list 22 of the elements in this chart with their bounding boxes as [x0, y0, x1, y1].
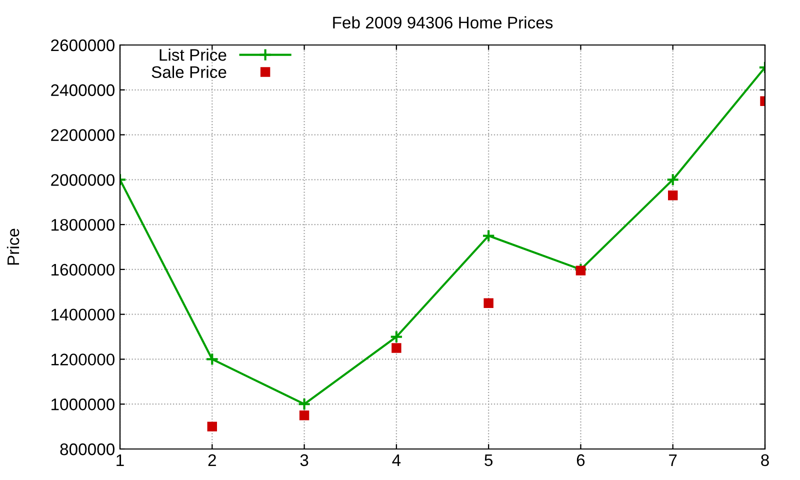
y-tick-label: 1000000	[52, 398, 114, 410]
x-tick-label: 4	[392, 454, 401, 466]
y-axis-title: Price	[6, 228, 20, 265]
x-tick-label: 5	[484, 454, 493, 466]
x-tick-label: 1	[116, 454, 124, 466]
y-tick-label: 2600000	[51, 39, 114, 52]
y-tick-label: 800000	[60, 443, 114, 456]
x-tick-label: 8	[761, 454, 769, 466]
legend-label: Sale Price	[152, 66, 226, 78]
y-tick-label: 2400000	[51, 84, 114, 96]
y-tick-label: 1600000	[52, 264, 114, 276]
x-tick-label: 2	[208, 454, 216, 466]
y-tick-label: 1400000	[52, 308, 114, 321]
y-tick-label: 2200000	[51, 129, 114, 141]
y-tick-label: 2000000	[51, 174, 114, 186]
x-tick-label: 6	[576, 454, 585, 466]
chart-title: Feb 2009 94306 Home Prices	[333, 16, 553, 28]
x-tick-label: 7	[669, 454, 677, 466]
legend-label: List Price	[160, 48, 226, 61]
y-tick-label: 1800000	[52, 218, 114, 231]
y-tick-label: 1200000	[52, 354, 114, 366]
x-tick-label: 3	[300, 454, 308, 466]
